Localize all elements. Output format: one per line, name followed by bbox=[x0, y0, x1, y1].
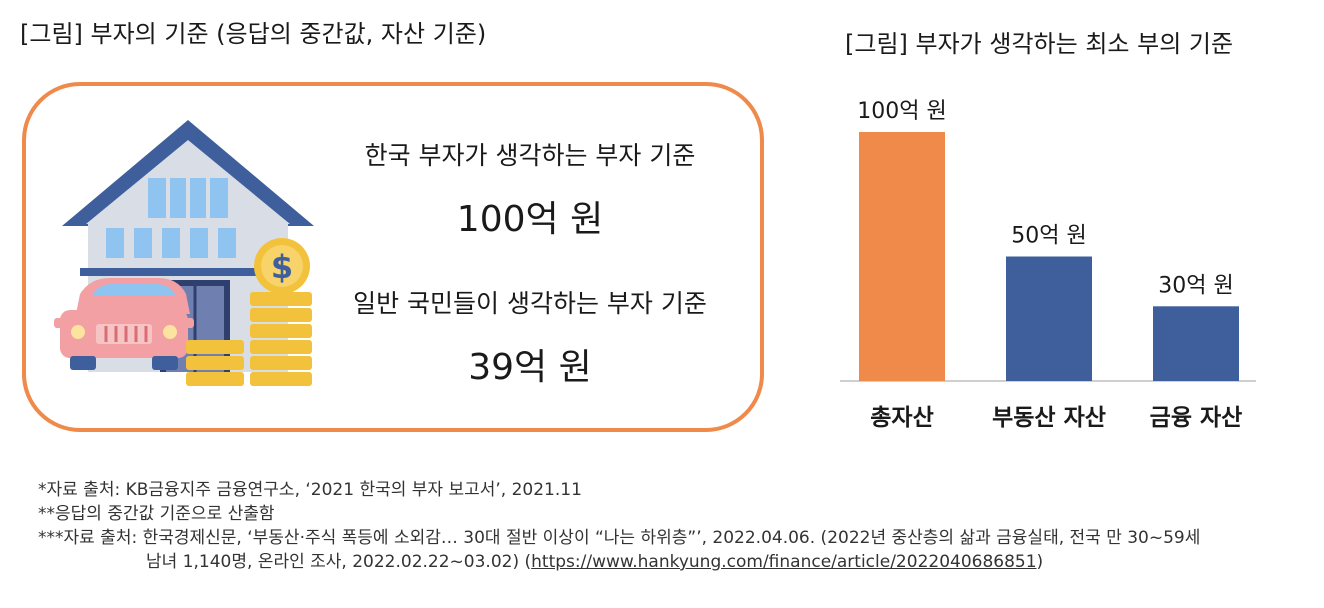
rich-criteria-value: 100억 원 bbox=[456, 199, 604, 240]
footnote-source-2-cont: 남녀 1,140명, 온라인 조사, 2022.02.22~03.02) (ht… bbox=[38, 550, 1200, 574]
footnote-close-paren: ) bbox=[1036, 552, 1044, 572]
category-label-3: 금융 자산 bbox=[1150, 405, 1243, 431]
source-article-link[interactable]: https://www.hankyung.com/finance/article… bbox=[531, 552, 1037, 572]
category-label-1: 총자산 bbox=[870, 405, 933, 431]
svg-text:$: $ bbox=[271, 248, 293, 286]
house-car-coins-illustration: $ bbox=[54, 120, 314, 386]
public-criteria-value: 39억 원 bbox=[468, 347, 592, 388]
footnotes: *자료 출처: KB금융지주 금융연구소, ‘2021 한국의 부자 보고서’,… bbox=[38, 478, 1200, 574]
public-criteria-label: 일반 국민들이 생각하는 부자 기준 bbox=[353, 289, 707, 318]
bar-value-label-3: 30억 원 bbox=[1158, 273, 1233, 298]
left-figure-title: [그림] 부자의 기준 (응답의 중간값, 자산 기준) bbox=[20, 20, 487, 48]
criteria-panel bbox=[22, 82, 764, 432]
bar-3 bbox=[1153, 306, 1239, 381]
footnote-source-1: *자료 출처: KB금융지주 금융연구소, ‘2021 한국의 부자 보고서’,… bbox=[38, 480, 582, 500]
bar-value-label-2: 50억 원 bbox=[1011, 224, 1086, 249]
chart-title: [그림] 부자가 생각하는 최소 부의 기준 bbox=[845, 30, 1234, 58]
bar-2 bbox=[1006, 256, 1092, 381]
category-label-2: 부동산 자산 bbox=[992, 405, 1106, 431]
footnote-survey-info: 남녀 1,140명, 온라인 조사, 2022.02.22~03.02) ( bbox=[146, 552, 532, 572]
rich-criteria-label: 한국 부자가 생각하는 부자 기준 bbox=[364, 141, 696, 170]
footnote-median-note: **응답의 중간값 기준으로 산출함 bbox=[38, 504, 275, 524]
bar-value-label-1: 100억 원 bbox=[857, 99, 946, 124]
footnote-source-2: ***자료 출처: 한국경제신문, ‘부동산·주식 폭등에 소외감… 30대 절… bbox=[38, 528, 1201, 548]
bar-1 bbox=[859, 132, 945, 381]
